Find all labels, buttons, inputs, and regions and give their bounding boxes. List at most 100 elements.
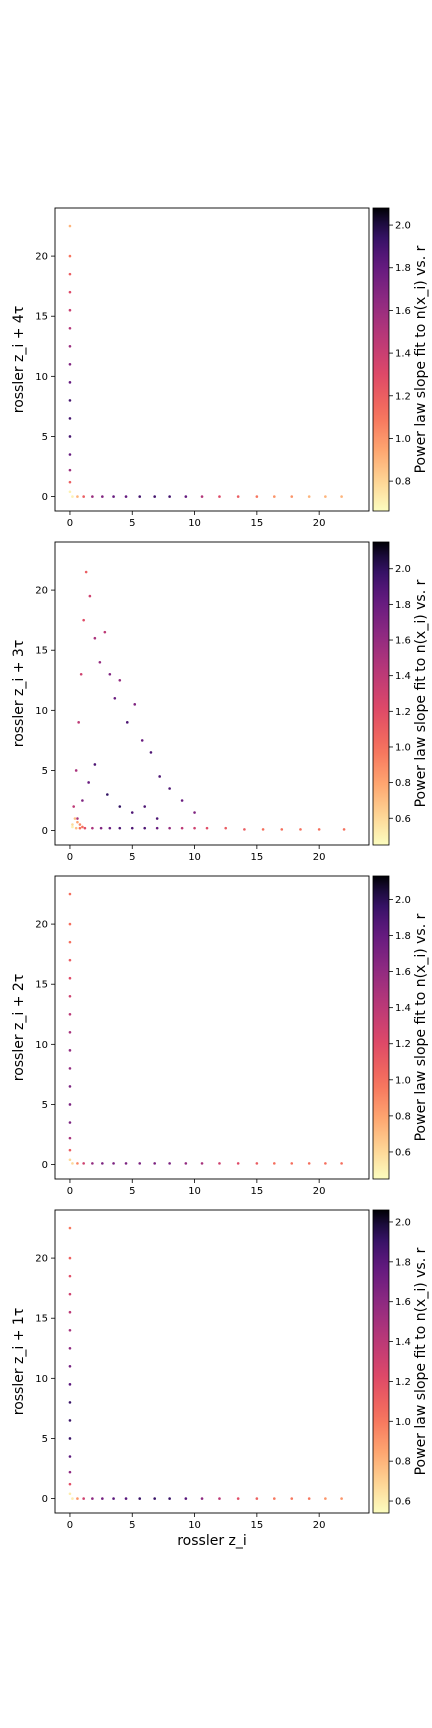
data-point xyxy=(153,1497,156,1500)
x-tick-label: 0 xyxy=(67,1186,73,1197)
data-point xyxy=(88,594,92,598)
data-point xyxy=(68,976,72,980)
data-point xyxy=(82,495,85,498)
data-point xyxy=(340,1497,343,1500)
data-point xyxy=(200,1497,204,1500)
colorbar-tick-label: 1.8 xyxy=(395,1257,411,1268)
data-point xyxy=(68,994,72,998)
data-point xyxy=(143,826,147,830)
colorbar-tick-label: 2.0 xyxy=(395,895,411,906)
data-point xyxy=(108,672,112,676)
data-point xyxy=(184,1497,188,1500)
data-point xyxy=(71,1162,74,1165)
data-point xyxy=(218,1497,221,1500)
data-point xyxy=(74,826,78,830)
data-point xyxy=(76,820,79,824)
data-point xyxy=(168,787,171,790)
data-point xyxy=(93,763,97,766)
y-tick-label: 0 xyxy=(42,1494,48,1505)
x-tick-label: 5 xyxy=(129,852,135,863)
data-point xyxy=(112,1162,115,1165)
x-tick-label: 15 xyxy=(250,518,263,529)
colorbar-tick-label: 1.6 xyxy=(395,636,411,647)
data-point xyxy=(236,1497,240,1500)
scatter-points xyxy=(68,224,343,498)
data-point xyxy=(307,1497,311,1500)
data-point xyxy=(103,630,107,634)
colorbar-label: Power law slope fit to n(x_i) vs. r xyxy=(413,1247,429,1475)
y-tick-label: 15 xyxy=(35,980,48,991)
data-point xyxy=(193,826,196,830)
data-point xyxy=(138,1162,142,1165)
data-point xyxy=(68,308,72,312)
data-point xyxy=(273,1162,276,1165)
x-axis-label: rossler z_i xyxy=(177,1533,247,1549)
data-point xyxy=(290,1162,294,1165)
plot-frame xyxy=(54,541,370,846)
data-point xyxy=(81,799,84,802)
data-point xyxy=(68,224,72,228)
data-point xyxy=(77,721,80,724)
data-point xyxy=(118,826,122,830)
colorbar-tick-label: 1.8 xyxy=(395,931,411,942)
colorbar-tick-label: 1.2 xyxy=(395,707,411,718)
data-point xyxy=(79,672,83,676)
data-point xyxy=(124,1162,128,1165)
data-point xyxy=(324,495,327,498)
y-tick-label: 10 xyxy=(35,1374,48,1385)
colorbar-tick-label: 1.4 xyxy=(395,1337,411,1348)
subplot-3: 0 5 10 15 20 0 5 10 15 20 rossler z_i + 2τ 0.6 0.8 1.… xyxy=(11,875,429,1197)
x-tick-label: 5 xyxy=(129,1186,135,1197)
colorbar-gradient xyxy=(372,875,390,1180)
data-point xyxy=(149,751,153,754)
data-point xyxy=(68,1346,72,1350)
data-point xyxy=(68,1470,72,1474)
y-tick-label: 15 xyxy=(35,1314,48,1325)
colorbar-tick-label: 1.4 xyxy=(395,349,411,360)
data-point xyxy=(68,435,72,438)
data-point xyxy=(130,826,134,830)
colorbar-tick-label: 1.2 xyxy=(395,1377,411,1388)
y-tick-label: 20 xyxy=(35,1254,48,1265)
colorbar-tick-label: 1.6 xyxy=(395,306,411,317)
data-point xyxy=(299,828,302,831)
y-tick-label: 5 xyxy=(42,432,48,443)
subplot-1: 0 5 10 15 20 0 5 10 15 20 rossler z_i + 4τ 0.8 1.0 1.… xyxy=(11,207,429,529)
scatter-points xyxy=(68,1226,343,1500)
data-point xyxy=(193,811,196,814)
y-axis-label: rossler z_i + 1τ xyxy=(11,1308,27,1416)
y-tick-label: 10 xyxy=(35,706,48,717)
x-tick-label: 20 xyxy=(313,518,326,529)
x-tick-label: 0 xyxy=(67,1520,73,1531)
data-point xyxy=(317,828,321,831)
data-point xyxy=(101,1497,104,1500)
data-point xyxy=(236,495,240,498)
data-point xyxy=(82,1497,85,1500)
y-tick-label: 20 xyxy=(35,586,48,597)
data-point xyxy=(71,825,74,829)
data-point xyxy=(168,1497,171,1500)
data-point xyxy=(68,940,72,944)
data-point xyxy=(68,1121,72,1124)
colorbar-tick-label: 1.4 xyxy=(395,1003,411,1014)
data-point xyxy=(108,826,112,830)
data-point xyxy=(68,1437,72,1440)
data-point xyxy=(324,1497,327,1500)
data-point xyxy=(68,1256,72,1260)
data-point xyxy=(138,1497,142,1500)
data-point xyxy=(243,828,246,831)
data-point xyxy=(68,1103,72,1106)
data-point xyxy=(118,678,122,682)
y-tick-label: 15 xyxy=(35,312,48,323)
data-point xyxy=(280,828,284,831)
data-point xyxy=(101,495,104,498)
data-point xyxy=(68,272,72,276)
colorbar-gradient xyxy=(372,207,390,512)
data-point xyxy=(68,958,72,962)
data-point xyxy=(273,495,276,498)
data-point xyxy=(155,826,159,830)
data-point xyxy=(340,1162,343,1165)
data-point xyxy=(68,1049,72,1052)
data-point xyxy=(200,1162,204,1165)
